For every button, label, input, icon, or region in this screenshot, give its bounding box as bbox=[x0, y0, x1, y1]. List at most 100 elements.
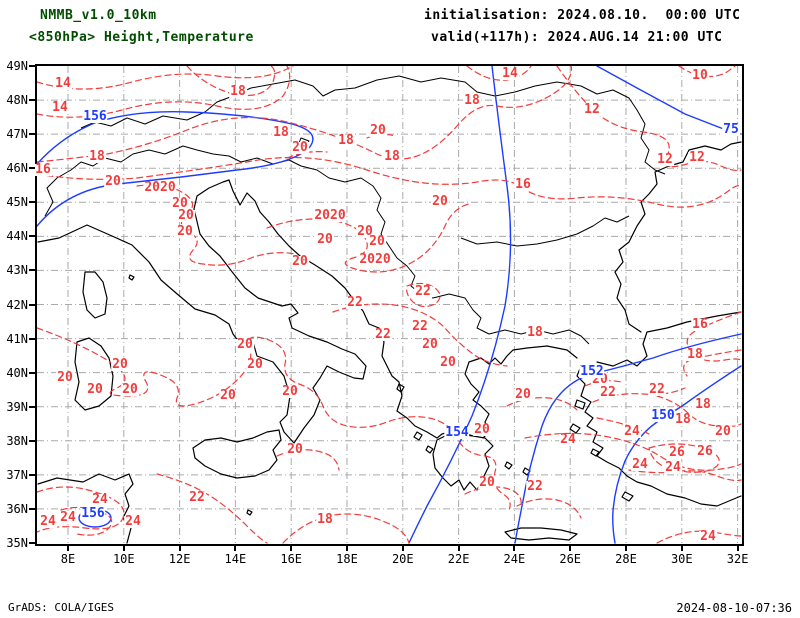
lat-tick bbox=[29, 507, 35, 510]
contour-label-temperature: 20 bbox=[316, 232, 334, 247]
lat-label: 35N bbox=[6, 536, 28, 550]
contour-label-temperature: 24 bbox=[39, 514, 57, 529]
contour-label-temperature: 18 bbox=[88, 149, 106, 164]
contour-label-temperature: 20 bbox=[177, 208, 195, 223]
lat-tick bbox=[29, 201, 35, 204]
lon-tick bbox=[178, 546, 181, 551]
contour-label-temperature: 18 bbox=[526, 325, 544, 340]
contour-label-temperature: 18 bbox=[694, 397, 712, 412]
contour-label-temperature: 24 bbox=[559, 432, 577, 447]
lon-label: 8E bbox=[60, 552, 76, 566]
lon-label: 20E bbox=[391, 552, 414, 566]
contour-label-temperature: 20 bbox=[291, 254, 309, 269]
contour-label-temperature: 22 bbox=[411, 319, 429, 334]
contour-label-height: 152 bbox=[579, 364, 605, 379]
lat-tick bbox=[29, 439, 35, 442]
lon-tick bbox=[513, 546, 516, 551]
lat-label: 44N bbox=[6, 229, 28, 244]
lat-label: 39N bbox=[6, 399, 28, 414]
map-frame: 14 14 18 14 18 12 10 12 12 18 16 16 20 2020 20 20 20 20 20… bbox=[34, 64, 744, 546]
contour-label-height: 156 bbox=[80, 506, 106, 521]
contour-label-temperature: 26 bbox=[668, 445, 686, 460]
lat-label: 49N bbox=[6, 59, 28, 73]
contour-label-temperature: 20 bbox=[111, 357, 129, 372]
contour-label-temperature: 20 bbox=[56, 370, 74, 385]
lon-label: 16E bbox=[280, 552, 303, 566]
contour-label-temperature: 20 bbox=[431, 194, 449, 209]
lat-label: 47N bbox=[6, 127, 28, 142]
contour-label-temperature: 18 bbox=[272, 125, 290, 140]
contour-label-temperature: 20 bbox=[171, 196, 189, 211]
contour-label-temperature: 20 bbox=[281, 384, 299, 399]
contour-label-temperature: 20 bbox=[421, 337, 439, 352]
contour-label-temperature: 12 bbox=[688, 150, 706, 165]
contour-label-temperature: 22 bbox=[346, 295, 364, 310]
lon-tick bbox=[234, 546, 237, 551]
contour-label-temperature: 14 bbox=[51, 100, 69, 115]
lat-label: 36N bbox=[6, 501, 28, 516]
lon-tick bbox=[290, 546, 293, 551]
contour-label-temperature: 22 bbox=[599, 385, 617, 400]
contour-label-temperature: 16 bbox=[34, 162, 52, 177]
contour-label-temperature: 14 bbox=[501, 66, 519, 81]
contour-label-temperature: 26 bbox=[696, 444, 714, 459]
contour-label-height: 150 bbox=[650, 408, 676, 423]
contour-label-temperature: 10 bbox=[691, 68, 709, 83]
longitude-axis: 8E 10E 12E 14E 16E 18E 20E 22E 24E 26E 28E 30E 32E bbox=[37, 546, 748, 570]
lat-tick bbox=[29, 65, 35, 67]
model-title: NMMB_v1.0_10km bbox=[40, 8, 157, 23]
contour-label-temperature: 20 bbox=[176, 224, 194, 239]
contour-label-temperature: 18 bbox=[229, 84, 247, 99]
init-time: initialisation: 2024.08.10. 00:00 UTC bbox=[424, 8, 741, 23]
contour-label-temperature: 20 bbox=[104, 174, 122, 189]
lat-tick bbox=[29, 473, 35, 476]
lat-tick bbox=[29, 542, 35, 544]
contour-label-temperature: 20 bbox=[219, 388, 237, 403]
contour-label-temperature: 18 bbox=[316, 512, 334, 527]
level-title: <850hPa> Height,Temperature bbox=[29, 30, 254, 45]
contour-label-temperature: 18 bbox=[463, 93, 481, 108]
lat-tick bbox=[29, 303, 35, 306]
contour-label-temperature: 20 bbox=[368, 234, 386, 249]
lon-tick bbox=[401, 546, 404, 551]
lon-tick bbox=[736, 546, 739, 551]
lon-tick bbox=[346, 546, 348, 551]
lon-label: 14E bbox=[224, 552, 247, 566]
lat-label: 43N bbox=[6, 263, 28, 278]
lat-tick bbox=[29, 99, 35, 102]
contour-label-temperature: 12 bbox=[583, 102, 601, 117]
contour-label-temperature: 22 bbox=[414, 284, 432, 299]
contour-label-temperature: 20 bbox=[369, 123, 387, 138]
contour-label-temperature: 2020 bbox=[358, 252, 392, 267]
lon-tick bbox=[122, 546, 125, 551]
contour-label-height: 156 bbox=[82, 109, 108, 124]
lon-label: 26E bbox=[559, 552, 582, 566]
contour-label-temperature: 22 bbox=[188, 490, 206, 505]
lat-label: 42N bbox=[6, 297, 28, 312]
valid-time: valid(+117h): 2024.AUG.14 21:00 UTC bbox=[431, 30, 723, 45]
lat-tick bbox=[29, 269, 35, 272]
contour-label-temperature: 12 bbox=[656, 152, 674, 167]
contour-label-temperature: 2020 bbox=[143, 180, 177, 195]
contour-label-temperature: 24 bbox=[699, 529, 717, 544]
lat-label: 41N bbox=[6, 331, 28, 346]
country-borders bbox=[44, 75, 666, 345]
contour-label-temperature: 2020 bbox=[313, 208, 347, 223]
lat-label: 40N bbox=[6, 365, 28, 380]
lat-label: 45N bbox=[6, 195, 28, 210]
lon-tick bbox=[569, 546, 572, 551]
contour-label-temperature: 20 bbox=[514, 387, 532, 402]
contour-label-temperature: 24 bbox=[59, 510, 77, 525]
contour-label-layer: 14 14 18 14 18 12 10 12 12 18 16 16 20 2020 20 20 20 20 20… bbox=[34, 66, 742, 544]
lon-tick bbox=[457, 546, 460, 551]
contour-label-temperature: 20 bbox=[714, 424, 732, 439]
contour-label-temperature: 24 bbox=[623, 424, 641, 439]
contour-label-temperature: 22 bbox=[374, 327, 392, 342]
lat-tick bbox=[29, 337, 35, 340]
contour-label-temperature: 24 bbox=[664, 460, 682, 475]
lon-label: 30E bbox=[670, 552, 693, 566]
contour-label-temperature: 20 bbox=[236, 337, 254, 352]
lon-label: 18E bbox=[336, 552, 358, 566]
contour-label-temperature: 20 bbox=[478, 475, 496, 490]
contour-label-temperature: 18 bbox=[674, 412, 692, 427]
